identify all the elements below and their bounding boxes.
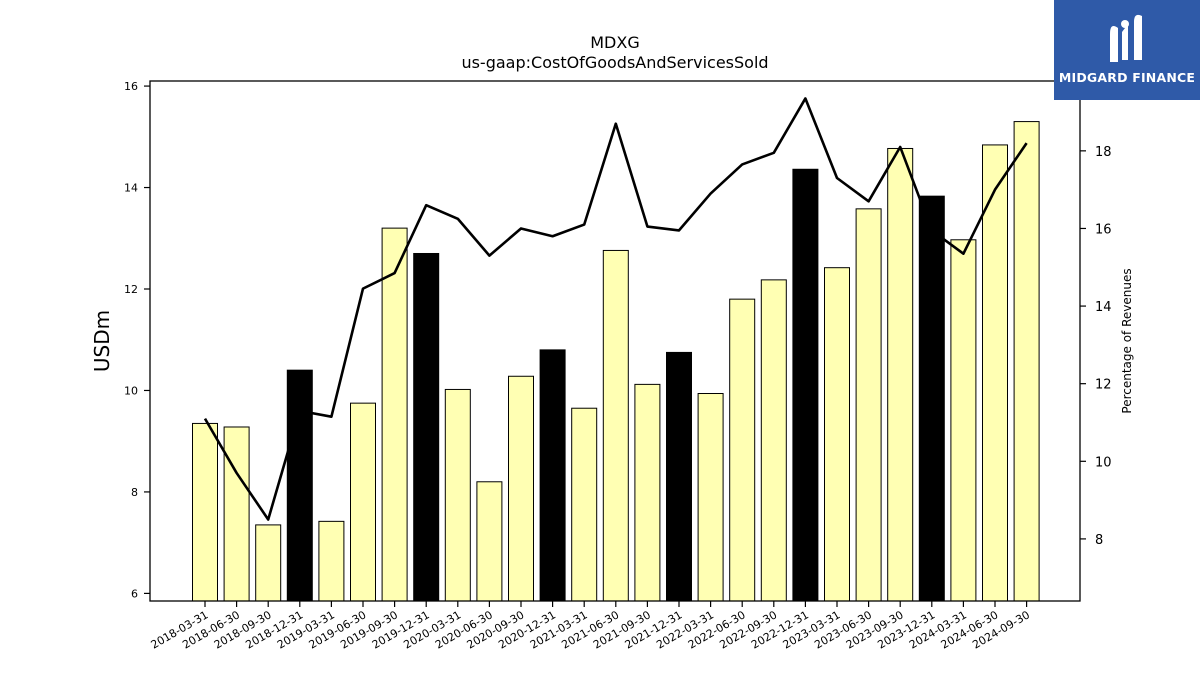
y2-tick-label: 18 [1095,145,1112,160]
y2-tick-label: 10 [1095,455,1112,470]
bar [508,375,534,602]
bar [918,195,945,602]
bar [1013,121,1040,602]
y2-tick-label: 16 [1095,222,1112,237]
bar [571,407,598,602]
bar [476,481,503,602]
y-tick-label: 6 [131,587,138,600]
y-axis-label: USDm [90,310,114,372]
bar [444,388,471,602]
bar [697,393,724,602]
bar [666,351,692,602]
chart-title: MDXG [590,33,639,52]
y-tick-label: 12 [124,283,138,296]
y-tick-label: 16 [124,80,138,93]
y-tick-label: 8 [131,486,138,499]
bar [824,267,850,602]
bar [602,249,629,602]
bar [634,383,661,602]
bar [318,520,345,602]
y-tick-label: 10 [124,384,138,397]
y2-tick-label: 8 [1095,533,1103,548]
plot-area [192,97,1040,602]
bar [887,147,914,602]
y2-axis-label: Percentage of Revenues [1120,268,1134,413]
bar [381,227,408,602]
bar [982,144,1008,602]
bar [350,402,376,602]
bar [192,422,218,602]
bar [255,524,282,602]
bar [539,349,566,602]
midgard-logo-icon [1110,14,1142,62]
bar [223,426,250,602]
bar [413,252,440,602]
chart-subtitle: us-gaap:CostOfGoodsAndServicesSold [461,53,768,72]
plot-frame [149,80,1081,602]
brand-logo: MIDGARD FINANCE [1054,0,1200,100]
bar [855,208,882,602]
y2-tick-label: 14 [1095,300,1112,315]
y-tick-label: 14 [124,182,138,195]
bar [729,298,756,602]
bar [760,279,787,602]
bar [792,168,819,602]
brand-name: MIDGARD FINANCE [1058,70,1196,85]
bar [950,239,977,602]
bar [286,369,313,602]
y2-tick-label: 12 [1095,378,1112,393]
